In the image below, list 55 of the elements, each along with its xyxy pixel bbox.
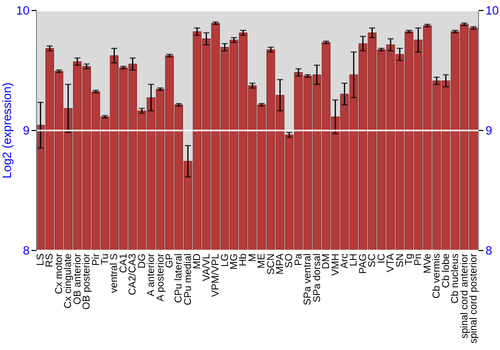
x-tick-label: PAG xyxy=(358,253,369,274)
x-tick-label: ME xyxy=(256,253,268,268)
x-tick-label: GP xyxy=(164,253,176,268)
x-tick-label: M xyxy=(247,254,258,262)
x-tick-label: OB anterior xyxy=(72,252,84,305)
x-tick-label: Hb xyxy=(238,253,250,266)
x-tick-label: Pn xyxy=(413,254,424,266)
x-tick-label: SC xyxy=(367,254,378,268)
y2-tick-label: 9 xyxy=(486,124,492,138)
x-tick-label: CA2/CA3 xyxy=(128,253,139,296)
x-tick-label: SPa dorsal xyxy=(312,254,323,302)
x-tick-label: OB posterior xyxy=(82,252,93,310)
x-tick-label: VTA xyxy=(386,253,397,272)
y2-tick-label: 8 xyxy=(486,244,492,258)
x-tick-label: MVe xyxy=(422,253,434,274)
x-tick-label: MPA xyxy=(275,253,286,274)
x-tick-label: spinal cord posterior xyxy=(468,252,480,344)
x-tick-label: CPu lateral xyxy=(174,254,185,303)
x-tick-label: ventral S xyxy=(109,253,120,293)
x-tick-label: DM xyxy=(321,254,332,270)
x-tick-label: LH xyxy=(348,254,360,266)
y-tick-label: 10 xyxy=(16,4,30,18)
x-tick-label: RS xyxy=(44,253,56,268)
x-tick-label: IC xyxy=(376,254,388,264)
x-tick-label: Tg xyxy=(404,254,415,266)
y-tick-label: 8 xyxy=(22,244,30,258)
x-tick-label: A posterior xyxy=(155,252,166,302)
x-tick-label: MD xyxy=(192,254,204,270)
y-axis-title: Log2 (expression) xyxy=(0,82,14,179)
x-tick-label: SN xyxy=(394,254,406,268)
x-tick-label: Cb nucleus xyxy=(450,254,462,304)
x-tick-label: Cb vermis xyxy=(432,254,443,299)
x-tick-label: LS xyxy=(36,253,47,266)
x-tick-label: DG xyxy=(136,253,148,268)
x-tick-label: VMH xyxy=(330,254,342,276)
x-tick-label: Arc xyxy=(340,254,351,268)
y2-tick-label: 10 xyxy=(486,4,500,18)
x-tick-label: VPM/VPL xyxy=(210,253,222,297)
x-tick-label: SCN xyxy=(266,254,277,275)
x-tick-label: SPa ventral xyxy=(302,254,314,306)
x-tick-label: CPu medial xyxy=(182,254,194,306)
x-tick-label: Cb lobe xyxy=(440,253,452,288)
x-tick-label: CA1 xyxy=(118,253,130,273)
x-tick-label: Pir xyxy=(90,252,102,266)
x-tick-label: VA/VL xyxy=(201,253,212,282)
x-tick-label: Pa xyxy=(293,253,304,266)
x-tick-label: Tu xyxy=(100,254,111,265)
y-tick-label: 9 xyxy=(22,124,30,138)
x-tick-label: Cx motor xyxy=(54,252,65,294)
x-tick-label: LG xyxy=(220,253,231,267)
x-tick-label: SO xyxy=(284,253,296,268)
x-tick-label: A anterior xyxy=(146,252,158,296)
x-tick-label: Cx cingulate xyxy=(63,253,74,309)
x-tick-label: spinal cord anterior xyxy=(459,252,470,339)
x-tick-label: MG xyxy=(228,253,240,270)
